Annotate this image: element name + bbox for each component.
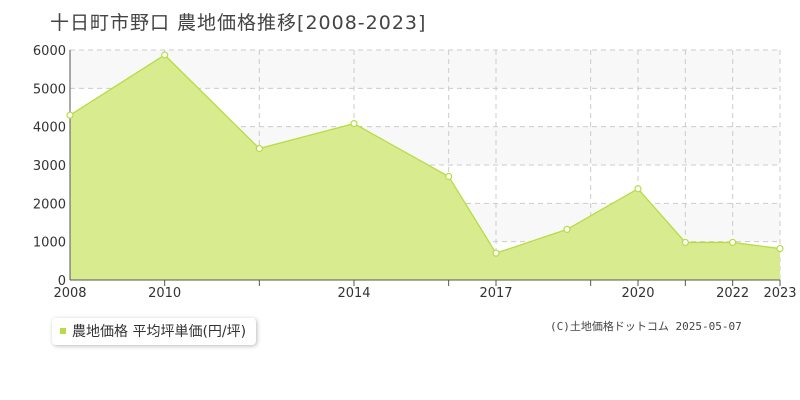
data-point bbox=[445, 172, 453, 181]
y-tick-label: 1000 bbox=[33, 236, 66, 251]
y-tick-label: 2000 bbox=[33, 197, 66, 212]
chart-title: 十日町市野口 農地価格推移[2008-2023] bbox=[50, 12, 427, 34]
data-point bbox=[492, 249, 500, 257]
y-tick-label: 4000 bbox=[33, 121, 66, 136]
data-point bbox=[255, 144, 263, 153]
data-point bbox=[66, 111, 74, 119]
x-tick-label: 2008 bbox=[53, 286, 86, 301]
x-tick-label: 2017 bbox=[479, 286, 512, 301]
data-point bbox=[161, 51, 169, 59]
data-point bbox=[634, 185, 642, 193]
x-tick-label: 2023 bbox=[763, 286, 796, 301]
x-tick-label: 2020 bbox=[621, 286, 654, 301]
y-tick-label: 6000 bbox=[33, 44, 66, 59]
data-point bbox=[350, 119, 358, 128]
legend: 農地価格 平均坪単価(円/坪) bbox=[52, 318, 257, 345]
data-point bbox=[776, 244, 784, 253]
y-tick-label: 3000 bbox=[33, 159, 66, 174]
y-tick-label: 5000 bbox=[33, 82, 66, 97]
x-tick-label: 2022 bbox=[716, 286, 749, 301]
data-point bbox=[729, 238, 737, 247]
y-tick-label: 0 bbox=[58, 274, 66, 289]
x-tick-label: 2014 bbox=[337, 286, 370, 301]
data-point bbox=[681, 238, 689, 247]
legend-swatch bbox=[60, 328, 66, 334]
x-tick-label: 2010 bbox=[148, 286, 181, 301]
data-point bbox=[563, 225, 571, 233]
series-area bbox=[70, 54, 780, 280]
legend-label: 農地価格 平均坪単価(円/坪) bbox=[72, 324, 247, 340]
copyright-text: (C)土地価格ドットコム 2025-05-07 bbox=[550, 320, 742, 333]
